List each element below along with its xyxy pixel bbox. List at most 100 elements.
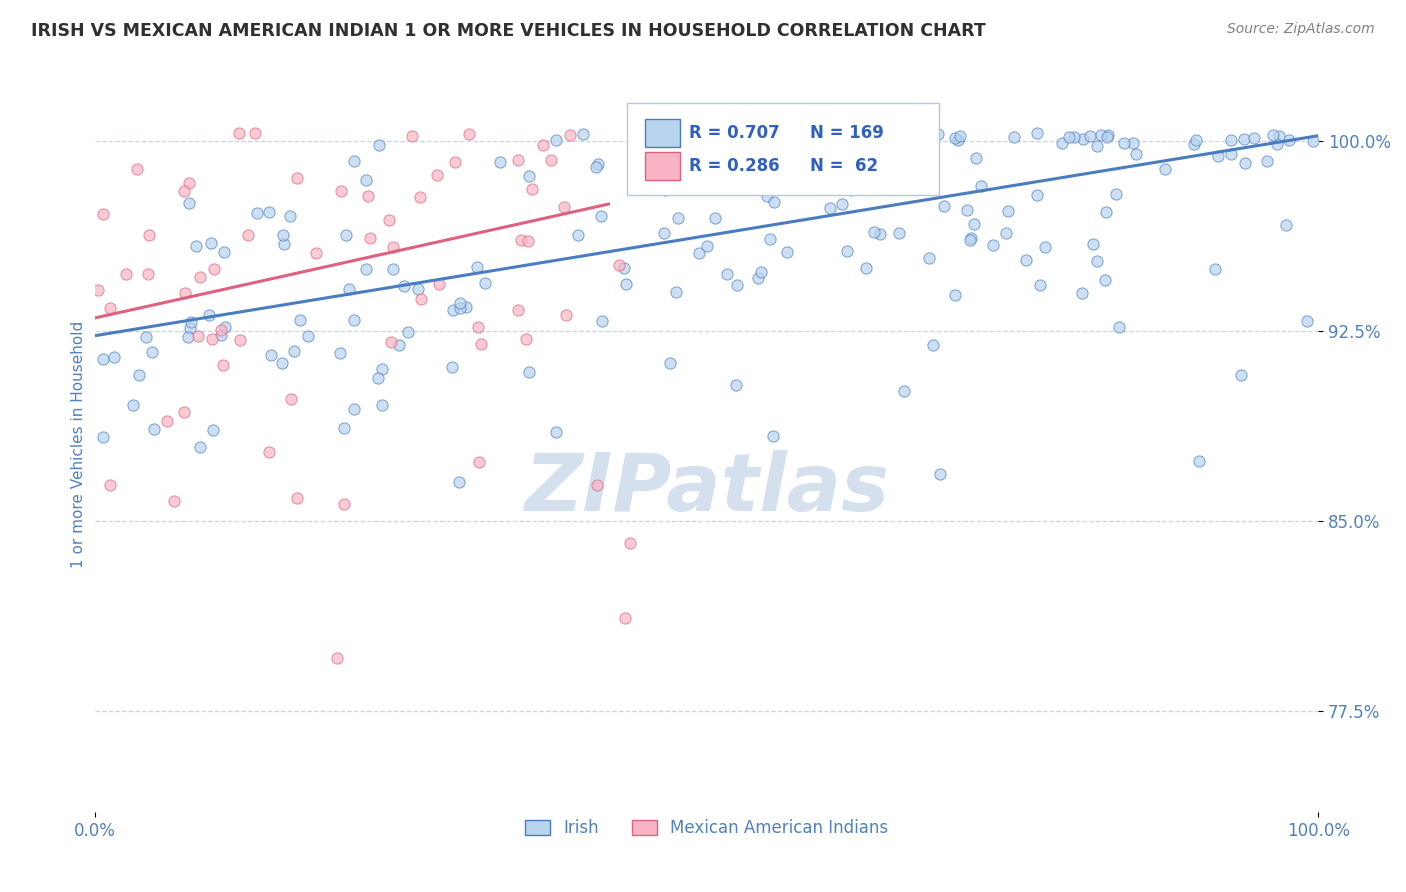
Point: [103, 350, 125, 364]
Point: [1256, 153, 1278, 168]
Point: [776, 245, 799, 260]
Point: [893, 384, 915, 398]
Point: [396, 325, 419, 339]
Point: [1002, 129, 1025, 144]
Point: [716, 178, 738, 193]
Point: [246, 206, 269, 220]
Point: [212, 245, 235, 260]
Point: [762, 194, 785, 209]
Point: [1094, 273, 1116, 287]
Point: [510, 233, 533, 247]
Point: [572, 128, 595, 142]
Point: [1208, 149, 1230, 163]
Point: [441, 359, 464, 374]
Point: [305, 246, 328, 260]
Point: [91, 430, 114, 444]
Point: [177, 196, 200, 211]
Point: [1097, 128, 1119, 143]
Point: [143, 422, 166, 436]
Point: [869, 227, 891, 242]
Point: [388, 337, 411, 351]
Point: [426, 169, 449, 183]
Point: [1230, 368, 1253, 383]
Point: [522, 182, 544, 196]
Point: [260, 348, 283, 362]
Point: [614, 611, 637, 625]
Point: [238, 227, 260, 242]
Point: [1050, 136, 1073, 150]
Point: [837, 244, 859, 259]
Point: [91, 351, 114, 366]
Point: [162, 494, 184, 508]
Point: [554, 309, 576, 323]
Point: [872, 132, 894, 146]
Point: [371, 362, 394, 376]
Point: [839, 183, 862, 197]
Point: [506, 153, 529, 167]
Point: [959, 233, 981, 247]
Point: [441, 302, 464, 317]
Point: [1029, 277, 1052, 292]
Point: [401, 128, 423, 143]
Point: [98, 301, 121, 315]
Point: [212, 358, 235, 372]
Point: [1085, 138, 1108, 153]
Point: [122, 398, 145, 412]
Point: [965, 151, 987, 165]
Point: [546, 425, 568, 439]
Point: [963, 217, 986, 231]
Text: R = 0.286: R = 0.286: [689, 157, 780, 176]
Point: [862, 226, 884, 240]
Point: [921, 337, 943, 351]
Text: R = 0.707: R = 0.707: [689, 124, 780, 142]
Point: [654, 183, 676, 197]
Point: [749, 265, 772, 279]
Point: [1071, 286, 1094, 301]
Point: [98, 478, 121, 492]
Point: [326, 651, 349, 665]
Point: [359, 231, 381, 245]
Point: [367, 371, 389, 385]
Point: [209, 323, 232, 337]
Point: [515, 333, 537, 347]
Point: [138, 227, 160, 242]
Point: [1057, 130, 1080, 145]
Point: [1204, 262, 1226, 277]
Point: [831, 197, 853, 211]
Point: [392, 278, 415, 293]
Point: [337, 282, 360, 296]
Point: [190, 440, 212, 454]
Point: [409, 292, 432, 306]
Point: [1233, 156, 1256, 170]
Point: [427, 277, 450, 292]
Point: [588, 157, 610, 171]
Point: [752, 175, 775, 189]
Point: [288, 312, 311, 326]
Point: [1268, 128, 1291, 143]
Point: [835, 134, 858, 148]
Point: [696, 239, 718, 253]
Text: N =  62: N = 62: [810, 157, 879, 176]
Point: [762, 429, 785, 443]
Point: [946, 134, 969, 148]
Point: [271, 356, 294, 370]
Point: [489, 155, 512, 169]
Point: [200, 235, 222, 250]
Text: Source: ZipAtlas.com: Source: ZipAtlas.com: [1227, 22, 1375, 37]
Point: [456, 300, 478, 314]
Point: [1073, 132, 1095, 146]
Point: [447, 475, 470, 489]
Point: [747, 270, 769, 285]
Point: [228, 126, 250, 140]
Point: [378, 213, 401, 227]
Bar: [645, 120, 679, 147]
Point: [1220, 147, 1243, 161]
Point: [273, 237, 295, 252]
Point: [209, 327, 232, 342]
Point: [380, 334, 402, 349]
Point: [229, 333, 252, 347]
Point: [553, 201, 575, 215]
Point: [658, 356, 681, 370]
Point: [533, 137, 555, 152]
Point: [333, 496, 356, 510]
